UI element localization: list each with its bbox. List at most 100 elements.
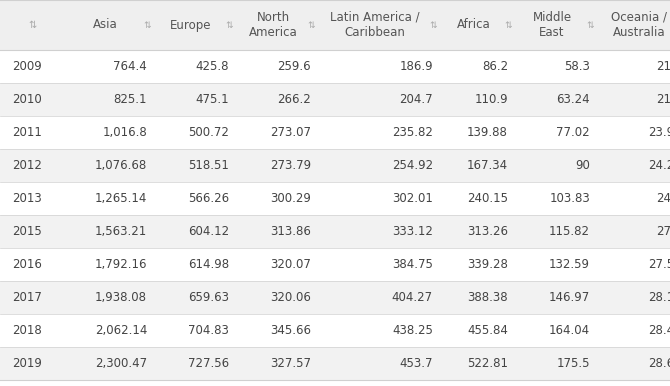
Text: 146.97: 146.97 (549, 291, 590, 304)
Text: 604.12: 604.12 (188, 225, 229, 238)
Text: 438.25: 438.25 (392, 324, 433, 337)
Text: 273.79: 273.79 (270, 159, 311, 172)
Text: 266.2: 266.2 (277, 93, 311, 106)
Text: Asia: Asia (92, 19, 117, 32)
Text: 90: 90 (575, 159, 590, 172)
Text: 825.1: 825.1 (113, 93, 147, 106)
Text: 175.5: 175.5 (557, 357, 590, 370)
Text: 63.24: 63.24 (556, 93, 590, 106)
Text: 28.18: 28.18 (649, 291, 670, 304)
Bar (0, 50, 670, 83)
Text: 1,563.21: 1,563.21 (94, 225, 147, 238)
Bar (0, 182, 670, 215)
Text: 659.63: 659.63 (188, 291, 229, 304)
Text: 425.8: 425.8 (196, 60, 229, 73)
Text: 1,076.68: 1,076.68 (94, 159, 147, 172)
Text: 77.02: 77.02 (556, 126, 590, 139)
Text: 2013: 2013 (12, 192, 42, 205)
Bar (0, 116, 670, 149)
Text: 23.93: 23.93 (649, 126, 670, 139)
Text: 115.82: 115.82 (549, 225, 590, 238)
Text: 455.84: 455.84 (467, 324, 508, 337)
Text: 27.54: 27.54 (649, 258, 670, 271)
Text: 300.29: 300.29 (270, 192, 311, 205)
Text: 2015: 2015 (12, 225, 42, 238)
Text: 58.3: 58.3 (564, 60, 590, 73)
Bar (0, 0, 670, 50)
Text: 704.83: 704.83 (188, 324, 229, 337)
Text: 453.7: 453.7 (399, 357, 433, 370)
Text: 24.8: 24.8 (656, 192, 670, 205)
Text: 2012: 2012 (12, 159, 42, 172)
Text: 27.1: 27.1 (656, 225, 670, 238)
Text: 518.51: 518.51 (188, 159, 229, 172)
Bar (0, 83, 670, 116)
Text: 475.1: 475.1 (196, 93, 229, 106)
Text: Europe: Europe (170, 19, 212, 32)
Text: 522.81: 522.81 (467, 357, 508, 370)
Text: 103.83: 103.83 (549, 192, 590, 205)
Text: ⇅: ⇅ (226, 20, 233, 29)
Text: ⇅: ⇅ (28, 20, 37, 30)
Text: 2018: 2018 (12, 324, 42, 337)
Text: 2,300.47: 2,300.47 (95, 357, 147, 370)
Text: Oceania /
Australia: Oceania / Australia (611, 11, 667, 39)
Text: 384.75: 384.75 (392, 258, 433, 271)
Text: ⇅: ⇅ (505, 20, 512, 29)
Text: North
America: North America (249, 11, 297, 39)
Text: ⇅: ⇅ (429, 20, 437, 29)
Text: 614.98: 614.98 (188, 258, 229, 271)
Text: 204.7: 204.7 (399, 93, 433, 106)
Text: 320.07: 320.07 (270, 258, 311, 271)
Text: 339.28: 339.28 (467, 258, 508, 271)
Text: ⇅: ⇅ (308, 20, 315, 29)
Text: 1,792.16: 1,792.16 (94, 258, 147, 271)
Text: 259.6: 259.6 (277, 60, 311, 73)
Text: 21.1: 21.1 (656, 60, 670, 73)
Text: 2,062.14: 2,062.14 (94, 324, 147, 337)
Bar (0, 314, 670, 347)
Text: 186.9: 186.9 (399, 60, 433, 73)
Text: 500.72: 500.72 (188, 126, 229, 139)
Text: 566.26: 566.26 (188, 192, 229, 205)
Text: Middle
East: Middle East (533, 11, 572, 39)
Text: 333.12: 333.12 (392, 225, 433, 238)
Text: 313.86: 313.86 (270, 225, 311, 238)
Text: 764.4: 764.4 (113, 60, 147, 73)
Text: 345.66: 345.66 (270, 324, 311, 337)
Text: 28.44: 28.44 (649, 324, 670, 337)
Text: 302.01: 302.01 (392, 192, 433, 205)
Text: 2017: 2017 (12, 291, 42, 304)
Bar (0, 215, 670, 248)
Text: 1,016.8: 1,016.8 (103, 126, 147, 139)
Text: 327.57: 327.57 (270, 357, 311, 370)
Text: Latin America /
Caribbean: Latin America / Caribbean (330, 11, 420, 39)
Text: 167.34: 167.34 (467, 159, 508, 172)
Bar (0, 347, 670, 380)
Text: 28.64: 28.64 (649, 357, 670, 370)
Text: 132.59: 132.59 (549, 258, 590, 271)
Bar (0, 149, 670, 182)
Text: 86.2: 86.2 (482, 60, 508, 73)
Text: 320.06: 320.06 (270, 291, 311, 304)
Text: 254.92: 254.92 (392, 159, 433, 172)
Bar (0, 281, 670, 314)
Text: 404.27: 404.27 (392, 291, 433, 304)
Text: 388.38: 388.38 (468, 291, 508, 304)
Text: 2016: 2016 (12, 258, 42, 271)
Text: 727.56: 727.56 (188, 357, 229, 370)
Text: ⇅: ⇅ (143, 20, 151, 29)
Text: 313.26: 313.26 (467, 225, 508, 238)
Text: 235.82: 235.82 (392, 126, 433, 139)
Text: 139.88: 139.88 (467, 126, 508, 139)
Text: 21.3: 21.3 (656, 93, 670, 106)
Text: 2010: 2010 (12, 93, 42, 106)
Text: 2019: 2019 (12, 357, 42, 370)
Bar (0, 248, 670, 281)
Text: Africa: Africa (457, 19, 490, 32)
Text: 24.29: 24.29 (649, 159, 670, 172)
Text: 2009: 2009 (12, 60, 42, 73)
Text: 240.15: 240.15 (467, 192, 508, 205)
Text: 1,265.14: 1,265.14 (94, 192, 147, 205)
Text: ⇅: ⇅ (586, 20, 594, 29)
